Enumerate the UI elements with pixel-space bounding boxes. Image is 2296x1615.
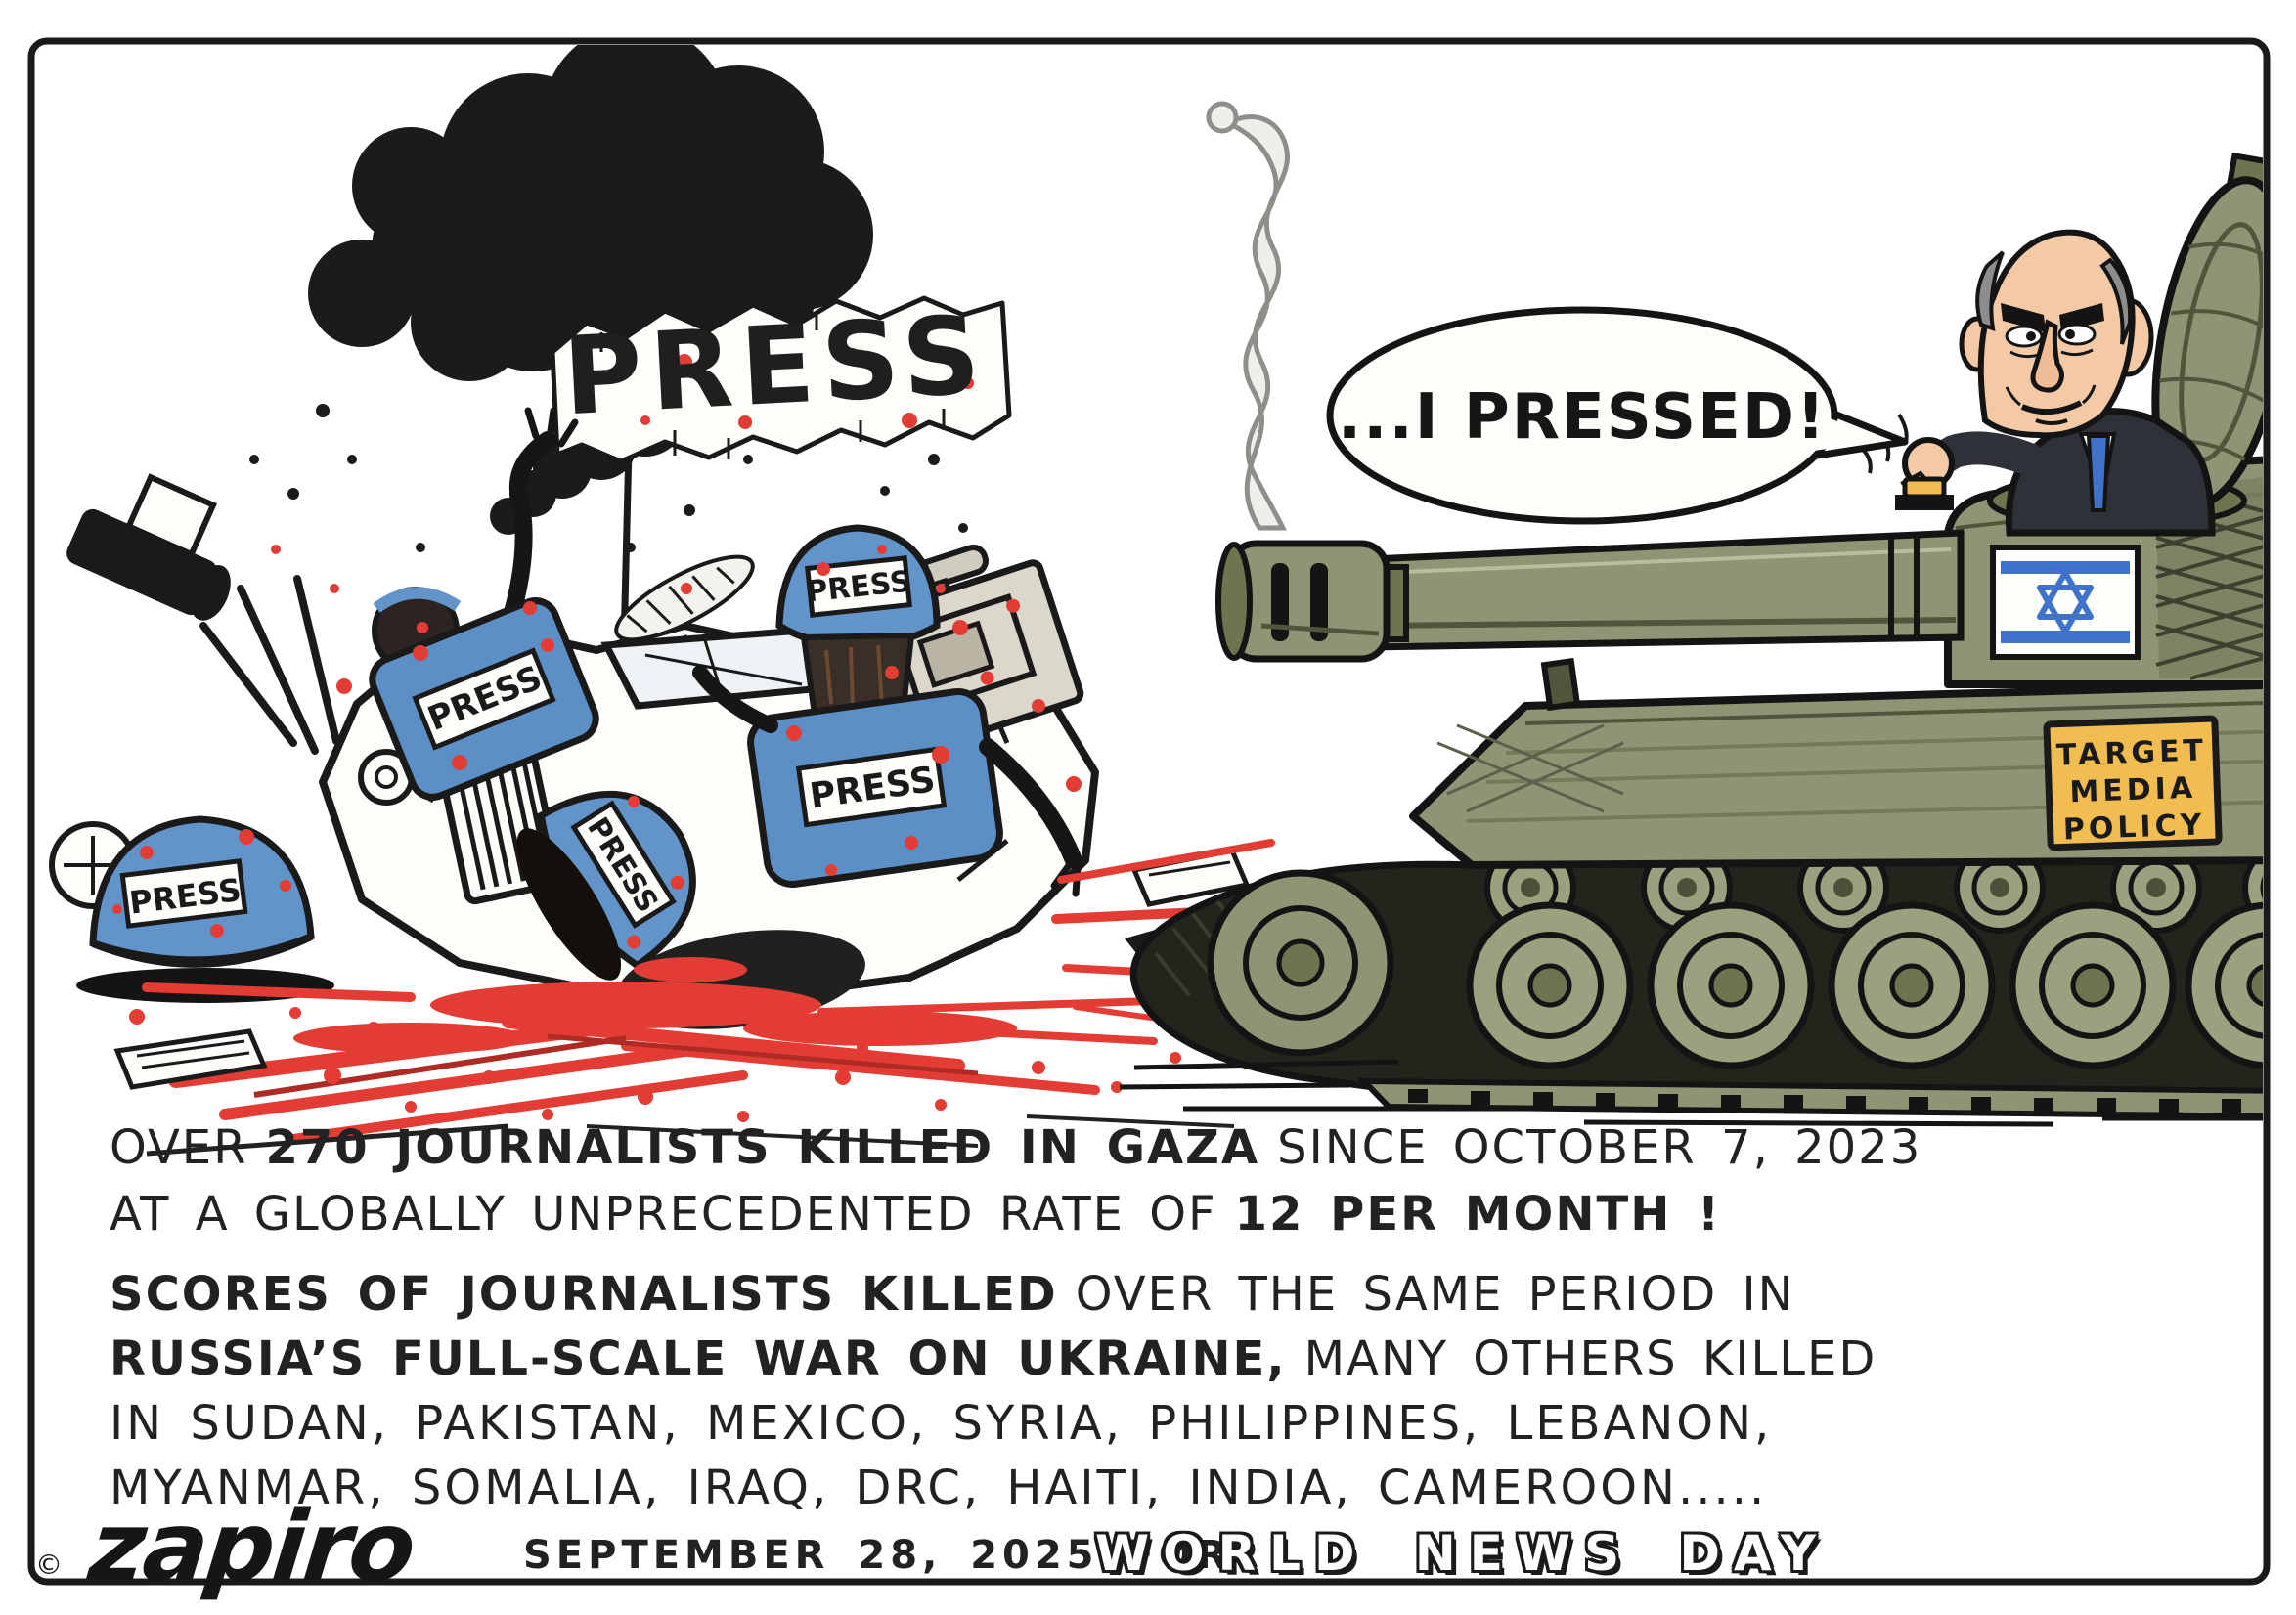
artist-signature: zapiro <box>84 1492 419 1603</box>
boom-microphone <box>614 554 755 642</box>
broken-tripod <box>199 575 340 755</box>
credit-publication: WORLD NEWS DAY <box>1095 1525 1831 1582</box>
windshield <box>600 627 850 710</box>
press-banner-text: PRESS <box>560 292 991 440</box>
press-banner: PRESS <box>550 292 1012 464</box>
caption-text: OVER THE SAME PERIOD IN <box>1075 1267 1795 1322</box>
target-media-policy-sign: TARGET MEDIA POLICY <box>2043 715 2223 851</box>
caption-line-2: AT A GLOBALLY UNPRECEDENTED RATE OF 12 PE… <box>110 1191 2241 1238</box>
caption-text-bold: SCORES OF JOURNALISTS KILLED <box>110 1267 1058 1322</box>
caption-text: MANY OTHERS KILLED <box>1303 1331 1877 1386</box>
caption-line-5: IN SUDAN, PAKISTAN, MEXICO, SYRIA, PHILI… <box>110 1400 2241 1447</box>
smoke-cloud <box>308 45 873 535</box>
israel-flag <box>1990 545 2141 660</box>
press-helmet-ground-left: PRESS <box>76 815 334 1003</box>
netanyahu <box>1856 229 2216 537</box>
eyebrow <box>2001 303 2046 332</box>
press-helmet-ground-right: PRESS <box>516 790 696 981</box>
caption-text: OVER <box>110 1120 248 1175</box>
notebook-debris <box>113 1028 268 1090</box>
frowning-mouth <box>2020 400 2083 415</box>
blood-spatter <box>129 545 1235 1157</box>
road-wheels-bottom <box>1466 901 2263 1069</box>
caption-text-bold: 12 PER MONTH ! <box>1234 1187 1722 1242</box>
cartoon-frame <box>27 37 2271 1586</box>
caption-line-1: OVER 270 JOURNALISTS KILLED IN GAZA SINCE … <box>110 1124 2241 1171</box>
caption-text-bold: 270 JOURNALISTS KILLED IN GAZA <box>265 1120 1260 1175</box>
journalist-center: PRESS PRESS <box>692 524 1082 897</box>
arm <box>1918 431 2046 480</box>
caption-text: MYANMAR, SOMALIA, IRAQ, DRC, HAITI, INDI… <box>110 1461 1768 1515</box>
nose <box>2030 319 2064 393</box>
caption-text: SINCE OCTOBER 7, 2023 <box>1277 1120 1922 1175</box>
caption-line-4: RUSSIA’S FULL-SCALE WAR ON UKRAINE, MANY … <box>110 1335 2241 1382</box>
blood-flecks-banner <box>640 348 974 429</box>
sign-line-3: POLICY <box>2062 808 2206 847</box>
netanyahu-head <box>1959 229 2154 439</box>
caption-text-bold: RUSSIA’S FULL-SCALE WAR ON UKRAINE, <box>110 1331 1287 1386</box>
journalist-left: PRESS <box>369 407 599 801</box>
caption-line-3: SCORES OF JOURNALISTS KILLED OVER THE SAM… <box>110 1271 2241 1318</box>
tank-barrel <box>1215 529 1965 663</box>
blue-tie <box>2086 434 2111 512</box>
launch-button <box>1902 476 1947 500</box>
tread-band <box>1356 1077 2263 1120</box>
camera-lens-debris <box>66 473 231 621</box>
tank-treads <box>1129 842 2263 1120</box>
speech-bubble: ...I PRESSED! <box>1326 306 1909 525</box>
copyright-mark: © <box>35 1549 63 1581</box>
suit <box>2005 408 2216 537</box>
gray-hair <box>1975 250 2005 331</box>
tank: TARGET MEDIA POLICY <box>1119 101 2263 1127</box>
barrel-smoke-wisp <box>1206 101 1290 531</box>
gray-hair <box>2099 257 2133 345</box>
speech-bubble-text: ...I PRESSED! <box>1338 381 1827 454</box>
caption-line-6: MYANMAR, SOMALIA, IRAQ, DRC, HAITI, INDI… <box>110 1464 2241 1511</box>
sign-line-1: TARGET <box>2055 733 2207 772</box>
footer: © zapiro SEPTEMBER 28, 2025 FOR WORLD NE… <box>29 1492 2239 1603</box>
caption-text: IN SUDAN, PAKISTAN, MEXICO, SYRIA, PHILI… <box>110 1396 1773 1451</box>
ground-lines <box>1119 1059 2263 1127</box>
credit-date: SEPTEMBER 28, 2025 FOR <box>523 1533 1232 1578</box>
sign-line-2: MEDIA <box>2069 771 2197 810</box>
blood-drip <box>634 957 747 982</box>
muzzle-brake <box>1215 540 1409 663</box>
star-of-david <box>2037 570 2094 634</box>
charred-arm <box>500 407 579 634</box>
tread-teeth <box>1408 1089 2241 1113</box>
hull-periscope <box>1540 657 1581 712</box>
caption-text: AT A GLOBALLY UNPRECEDENTED RATE OF <box>110 1187 1217 1242</box>
